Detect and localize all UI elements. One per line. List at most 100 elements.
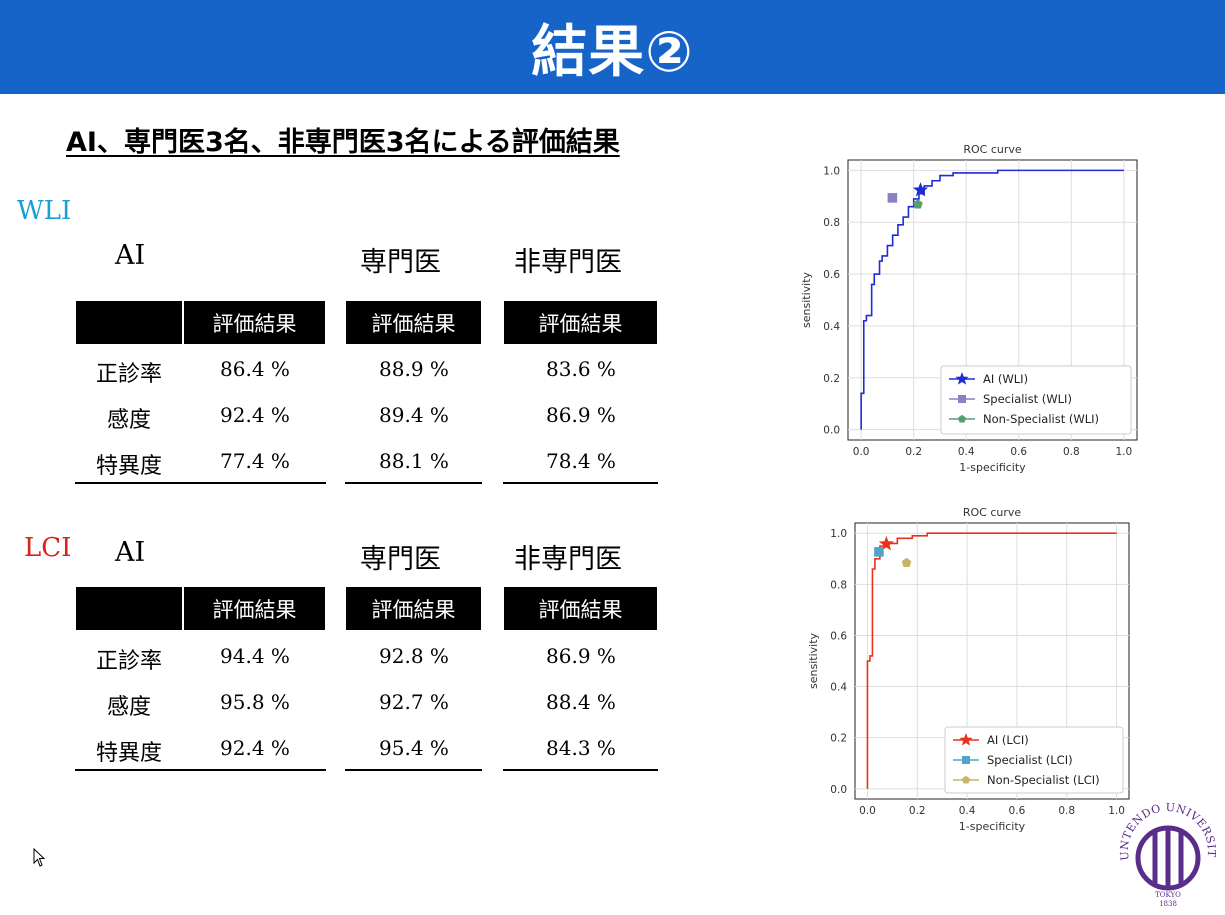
wli-non-specialist-header: 評価結果: [504, 301, 657, 344]
lci-point-star: [878, 535, 894, 551]
wli-x-tick-label: 0.6: [1010, 446, 1027, 458]
wli-specialist-accuracy: 88.9 %: [379, 357, 449, 381]
lci-chart-title: ROC curve: [963, 506, 1022, 519]
wli-ai-header: 評価結果: [184, 301, 325, 344]
lci-ai-header: 評価結果: [184, 587, 325, 630]
wli-x-tick-label: 0.0: [853, 446, 870, 458]
lci-legend-marker-square: [962, 756, 970, 764]
lci-x-tick-label: 0.6: [1009, 805, 1026, 817]
lci-y-tick-label: 0.2: [830, 733, 847, 745]
wli-chart-title: ROC curve: [963, 143, 1022, 156]
lci-y-tick-label: 0.6: [830, 630, 847, 642]
roc-chart-lci: 0.0 0.2 0.4 0.6 0.8 1.0 0.0 0.2 0.4 0.6 0.8 1.0 ROC …: [800, 500, 1145, 835]
lci-specialist-title: 専門医: [360, 544, 441, 575]
lci-y-axis-label: sensitivity: [807, 633, 820, 690]
lci-legend-marker-star: [959, 733, 973, 746]
mouse-cursor-icon: [33, 848, 46, 867]
lci-row-label-sensitivity: 感度: [106, 695, 151, 720]
lci-legend-entry: Non-Specialist (LCI): [987, 773, 1100, 787]
lci-point-pentagon: [901, 557, 912, 567]
wli-ai-rule: [75, 482, 326, 484]
wli-y-tick-label: 0.2: [823, 373, 840, 385]
wli-y-tick-label: 0.0: [823, 425, 840, 437]
wli-legend-entry: Specialist (WLI): [983, 392, 1072, 406]
wli-y-tick-label: 0.6: [823, 269, 840, 281]
roc-chart-wli-svg: 0.0 0.2 0.4 0.6 0.8 1.0 0.0 0.2 0.4 0.6 0.8 1.0 ROC …: [800, 143, 1138, 474]
wli-ai-specificity: 77.4 %: [220, 449, 290, 473]
wli-x-tick-label: 0.8: [1063, 446, 1080, 458]
lci-point-square: [874, 547, 884, 557]
roc-chart-wli: 0.0 0.2 0.4 0.6 0.8 1.0 0.0 0.2 0.4 0.6 0.8 1.0 ROC …: [790, 138, 1140, 478]
lci-row-label-specificity: 特異度: [95, 741, 162, 766]
lci-ai-specificity: 92.4 %: [220, 736, 290, 760]
lci-specialist-accuracy: 92.8 %: [379, 644, 449, 668]
wli-legend-box: [940, 365, 1132, 435]
wli-legend-marker-square: [958, 395, 966, 403]
roc-chart-lci-svg: 0.0 0.2 0.4 0.6 0.8 1.0 0.0 0.2 0.4 0.6 0.8 1.0 ROC …: [807, 506, 1130, 833]
lci-x-axis-label: 1-specificity: [959, 820, 1026, 833]
lci-non-specialist-accuracy: 86.9 %: [546, 644, 616, 668]
lci-non-specialist-specificity: 84.3 %: [546, 736, 616, 760]
wli-ai-accuracy: 86.4 %: [220, 357, 290, 381]
wli-row-label-sensitivity: 感度: [106, 408, 151, 433]
wli-x-tick-label: 0.2: [905, 446, 922, 458]
lci-specialist-rule: [345, 769, 482, 771]
lci-legend-marker-pentagon: [961, 775, 971, 784]
wli-ai-sensitivity: 92.4 %: [220, 403, 290, 427]
lci-x-tick-label: 0.2: [909, 805, 926, 817]
lci-legend-box: [944, 726, 1124, 794]
juntendo-university-logo: JUNTENDO UNIVERSITY TOKYO 1838: [1110, 790, 1220, 910]
svg-text:1838: 1838: [1159, 900, 1177, 908]
wli-non-specialist-specificity: 78.4 %: [546, 449, 616, 473]
wli-y-tick-label: 0.4: [823, 321, 840, 333]
wli-row-label-specificity: 特異度: [95, 454, 162, 479]
wli-x-tick-label: 0.4: [958, 446, 975, 458]
lci-row-label-accuracy: 正診率: [95, 649, 162, 674]
wli-specialist-header: 評価結果: [346, 301, 481, 344]
wli-specialist-title: 専門医: [360, 247, 441, 278]
wli-specialist-sensitivity: 89.4 %: [379, 403, 449, 427]
wli-roc-curve-line: [860, 169, 1124, 430]
wli-legend-marker-pentagon: [957, 414, 967, 423]
wli-non-specialist-accuracy: 83.6 %: [546, 357, 616, 381]
wli-point-square: [887, 193, 898, 203]
lci-legend-entry: AI (LCI): [987, 733, 1029, 747]
lci-non-specialist-rule: [503, 769, 658, 771]
wli-specialist-specificity: 88.1 %: [379, 449, 449, 473]
wli-label: WLI: [17, 196, 72, 226]
wli-point-star: [912, 182, 929, 197]
wli-x-axis-label: 1-specificity: [959, 461, 1026, 474]
lci-header-blank: [76, 587, 182, 630]
wli-row-label-accuracy: 正診率: [95, 362, 162, 387]
lci-specialist-specificity: 95.4 %: [379, 736, 449, 760]
wli-legend-entry: Non-Specialist (WLI): [983, 412, 1099, 426]
wli-legend-entry: AI (WLI): [983, 372, 1028, 386]
lci-x-tick-label: 0.8: [1058, 805, 1075, 817]
wli-specialist-rule: [345, 482, 482, 484]
slide-subtitle: AI、専門医3名、非専門医3名による評価結果: [66, 127, 620, 158]
wli-y-tick-label: 0.8: [823, 217, 840, 229]
slide-title: 結果②: [0, 0, 1225, 94]
lci-y-tick-label: 0.0: [830, 784, 847, 796]
wli-legend-marker-star: [955, 372, 969, 385]
lci-non-specialist-header: 評価結果: [504, 587, 657, 630]
lci-label: LCI: [24, 533, 72, 563]
wli-y-tick-label: 1.0: [823, 165, 840, 177]
wli-non-specialist-rule: [503, 482, 658, 484]
lci-legend-entry: Specialist (LCI): [987, 753, 1073, 767]
wli-y-axis-label: sensitivity: [800, 272, 813, 329]
lci-ai-accuracy: 94.4 %: [220, 644, 290, 668]
lci-x-tick-label: 1.0: [1108, 805, 1125, 817]
lci-y-tick-label: 0.4: [830, 682, 847, 694]
wli-header-blank: [76, 301, 182, 344]
lci-ai-sensitivity: 95.8 %: [220, 690, 290, 714]
lci-x-tick-label: 0.4: [959, 805, 976, 817]
lci-ai-rule: [75, 769, 326, 771]
lci-y-tick-label: 0.8: [830, 579, 847, 591]
wli-ai-title: AI: [115, 240, 146, 271]
wli-x-tick-label: 1.0: [1116, 446, 1133, 458]
lci-specialist-header: 評価結果: [346, 587, 481, 630]
university-seal-icon: JUNTENDO UNIVERSITY TOKYO 1838: [1110, 790, 1218, 908]
lci-non-specialist-sensitivity: 88.4 %: [546, 690, 616, 714]
lci-y-tick-label: 1.0: [830, 528, 847, 540]
